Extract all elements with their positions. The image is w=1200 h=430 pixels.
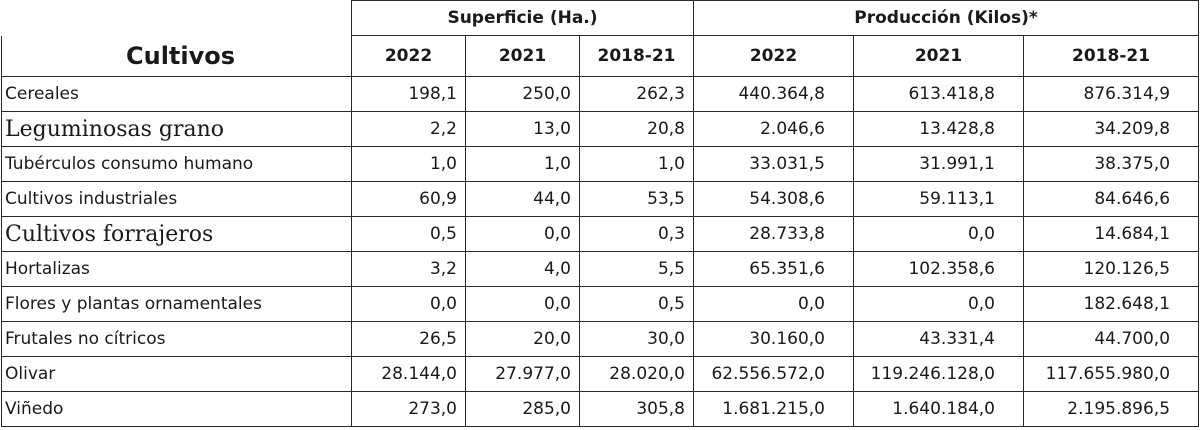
table-row: Hortalizas 3,2 4,0 5,5 65.351,6 102.358,6 120.…	[1, 251, 1200, 287]
value-cell: 440.364,8	[693, 76, 854, 112]
value-cell: 30.160,0	[693, 321, 854, 357]
value-cell: 54.308,6	[693, 181, 854, 217]
value-cell: 33.031,5	[693, 146, 854, 182]
value-cell: 62.556.572,0	[693, 356, 854, 392]
value-cell: 5,5	[579, 251, 694, 287]
value-cell: 43.331,4	[853, 321, 1024, 357]
value-cell: 4,0	[465, 251, 580, 287]
value-cell: 2.195.896,5	[1022, 391, 1200, 427]
value-cell: 84.646,6	[1022, 181, 1200, 217]
value-cell: 1.640.184,0	[853, 391, 1024, 427]
crops-column-header: Cultivos	[1, 35, 352, 77]
value-cell: 182.648,1	[1022, 286, 1200, 322]
value-cell: 53,5	[579, 181, 694, 217]
production-year-2018-21-header: 2018-21	[1022, 35, 1200, 77]
value-cell: 273,0	[351, 391, 466, 427]
value-cell: 1,0	[579, 146, 694, 182]
production-year-2021-header: 2021	[853, 35, 1024, 77]
value-cell: 13,0	[465, 111, 580, 147]
value-cell: 305,8	[579, 391, 694, 427]
production-group-header: Producción (Kilos)*	[692, 0, 1200, 36]
crop-name-cell: Frutales no cítricos	[1, 321, 352, 357]
surface-year-2022-header: 2022	[351, 35, 466, 77]
value-cell: 262,3	[579, 76, 694, 112]
value-cell: 1,0	[351, 146, 466, 182]
value-cell: 250,0	[465, 76, 580, 112]
year-header-row: Cultivos 2022 2021 2018-21 2022 2021 201…	[1, 35, 1200, 77]
table-row: Cereales 198,1 250,0 262,3 440.364,8 613.418,…	[1, 76, 1200, 112]
crop-name-cell: Olivar	[1, 356, 352, 392]
value-cell: 613.418,8	[853, 76, 1024, 112]
value-cell: 0,5	[351, 216, 466, 252]
value-cell: 876.314,9	[1022, 76, 1200, 112]
table-row: Olivar 28.144,0 27.977,0 28.020,0 62.556.572…	[1, 356, 1200, 392]
crop-name-cell: Cultivos forrajeros	[1, 216, 352, 252]
value-cell: 3,2	[351, 251, 466, 287]
value-cell: 102.358,6	[853, 251, 1024, 287]
value-cell: 285,0	[465, 391, 580, 427]
table-row: Cultivos forrajeros 0,5 0,0 0,3 28.733,8 0,0 1…	[1, 216, 1200, 252]
value-cell: 20,8	[579, 111, 694, 147]
value-cell: 26,5	[351, 321, 466, 357]
value-cell: 0,5	[579, 286, 694, 322]
value-cell: 0,0	[465, 216, 580, 252]
value-cell: 20,0	[465, 321, 580, 357]
crop-name-cell: Cultivos industriales	[1, 181, 352, 217]
surface-group-header: Superficie (Ha.)	[351, 0, 694, 36]
value-cell: 0,0	[351, 286, 466, 322]
value-cell: 117.655.980,0	[1022, 356, 1200, 392]
value-cell: 30,0	[579, 321, 694, 357]
value-cell: 13.428,8	[853, 111, 1024, 147]
header-blank-cell	[1, 0, 352, 36]
group-header-row: Superficie (Ha.) Producción (Kilos)*	[1, 0, 1200, 36]
value-cell: 60,9	[351, 181, 466, 217]
table-row: Tubérculos consumo humano 1,0 1,0 1,0 33.031…	[1, 146, 1200, 182]
value-cell: 1,0	[465, 146, 580, 182]
value-cell: 34.209,8	[1022, 111, 1200, 147]
value-cell: 44,0	[465, 181, 580, 217]
table-row: Flores y plantas ornamentales 0,0 0,0 0,5 0,…	[1, 286, 1200, 322]
crop-name-cell: Cereales	[1, 76, 352, 112]
crop-name-cell: Leguminosas grano	[1, 111, 352, 147]
crop-name-cell: Flores y plantas ornamentales	[1, 286, 352, 322]
crop-name-cell: Hortalizas	[1, 251, 352, 287]
value-cell: 2.046,6	[693, 111, 854, 147]
surface-year-2018-21-header: 2018-21	[579, 35, 694, 77]
value-cell: 119.246.128,0	[853, 356, 1024, 392]
surface-year-2021-header: 2021	[465, 35, 580, 77]
production-year-2022-header: 2022	[693, 35, 854, 77]
value-cell: 28.144,0	[351, 356, 466, 392]
crop-name-cell: Viñedo	[1, 391, 352, 427]
value-cell: 2,2	[351, 111, 466, 147]
value-cell: 28.733,8	[693, 216, 854, 252]
value-cell: 28.020,0	[579, 356, 694, 392]
crops-table-body: Cereales 198,1 250,0 262,3 440.364,8 613.418,…	[1, 76, 1200, 427]
value-cell: 44.700,0	[1022, 321, 1200, 357]
value-cell: 65.351,6	[693, 251, 854, 287]
value-cell: 59.113,1	[853, 181, 1024, 217]
value-cell: 1.681.215,0	[693, 391, 854, 427]
crop-name-cell: Tubérculos consumo humano	[1, 146, 352, 182]
value-cell: 14.684,1	[1022, 216, 1200, 252]
table-row: Cultivos industriales 60,9 44,0 53,5 54.308,…	[1, 181, 1200, 217]
value-cell: 0,0	[693, 286, 854, 322]
value-cell: 27.977,0	[465, 356, 580, 392]
value-cell: 120.126,5	[1022, 251, 1200, 287]
value-cell: 0,0	[853, 216, 1024, 252]
value-cell: 0,3	[579, 216, 694, 252]
value-cell: 31.991,1	[853, 146, 1024, 182]
value-cell: 0,0	[853, 286, 1024, 322]
table-row: Frutales no cítricos 26,5 20,0 30,0 30.160,0…	[1, 321, 1200, 357]
value-cell: 38.375,0	[1022, 146, 1200, 182]
table-row: Viñedo 273,0 285,0 305,8 1.681.215,0 1.640.18…	[1, 391, 1200, 427]
value-cell: 0,0	[465, 286, 580, 322]
value-cell: 198,1	[351, 76, 466, 112]
table-row: Leguminosas grano 2,2 13,0 20,8 2.046,6 13.42…	[1, 111, 1200, 147]
